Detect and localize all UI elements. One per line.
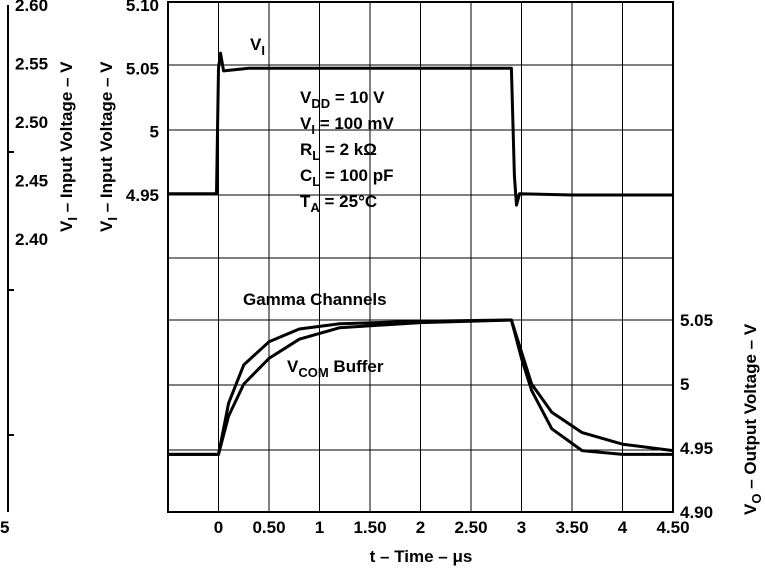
x-tick-label: 2 xyxy=(416,518,425,537)
x-tick-label: 2.50 xyxy=(454,518,487,537)
input-tick-label: 5.10 xyxy=(126,0,159,15)
condition-line: TA = 25°C xyxy=(300,192,377,215)
plot-frame xyxy=(167,1,674,513)
output-axis-ticks: 5.05 5 4.95 4.90 xyxy=(680,311,713,522)
input-axis-title: VI – Input Voltage – V xyxy=(97,61,120,232)
series-label-vcom: VCOM Buffer xyxy=(287,357,384,380)
input-tick-label: 5 xyxy=(150,123,159,142)
output-tick-label: 4.90 xyxy=(680,503,713,522)
condition-line: VI = 100 mV xyxy=(300,114,395,137)
condition-line: VDD = 10 V xyxy=(300,88,385,111)
x-tick-label: 3.50 xyxy=(555,518,588,537)
output-tick-label: 5.05 xyxy=(680,311,713,330)
x-axis-ticks: 0 0.50 1 1.50 2 2.50 3 3.50 4 4.50 xyxy=(214,518,690,537)
outer-tick-label: 2.55 xyxy=(15,55,48,74)
series-line-vcom-buffer xyxy=(168,318,673,456)
series-line-vi xyxy=(168,51,673,207)
input-tick-label: 5.05 xyxy=(126,59,159,78)
test-conditions: VDD = 10 V VI = 100 mV RL = 2 kΩ CL = 100 p… xyxy=(300,88,395,215)
output-axis-title: VO – Output Voltage – V xyxy=(741,323,764,515)
x-tick-label: 4 xyxy=(618,518,628,537)
x-tick-label: 3 xyxy=(517,518,526,537)
outer-tick-label: 2.40 xyxy=(15,230,48,249)
outer-axis-ticks: 2.60 2.55 2.50 2.45 2.40 xyxy=(15,0,48,249)
x-tick-label: 1.50 xyxy=(353,518,386,537)
output-tick-label: 5 xyxy=(680,375,689,394)
condition-line: RL = 2 kΩ xyxy=(300,140,377,163)
outer-axis-title: VI – Input Voltage – V xyxy=(57,61,80,232)
outer-tick-label: 2.60 xyxy=(15,0,48,15)
series-label-gamma: Gamma Channels xyxy=(243,290,387,309)
x-tick-label: 0.50 xyxy=(252,518,285,537)
outer-tick-label: 2.50 xyxy=(15,113,48,132)
outer-corner-label: 5 xyxy=(0,518,9,537)
x-axis-title: t – Time – μs xyxy=(370,547,473,566)
input-tick-label: 4.95 xyxy=(126,186,159,205)
x-tick-label: 1 xyxy=(315,518,324,537)
traces xyxy=(168,51,674,456)
series-label-vi: VI xyxy=(250,35,265,58)
x-tick-label: 4.50 xyxy=(656,518,689,537)
x-tick-label: 0 xyxy=(214,518,223,537)
condition-line: CL = 100 pF xyxy=(300,166,393,189)
input-axis-ticks: 5.10 5.05 5 4.95 xyxy=(126,0,159,205)
outer-tick-label: 2.45 xyxy=(15,172,48,191)
output-tick-label: 4.95 xyxy=(680,439,713,458)
